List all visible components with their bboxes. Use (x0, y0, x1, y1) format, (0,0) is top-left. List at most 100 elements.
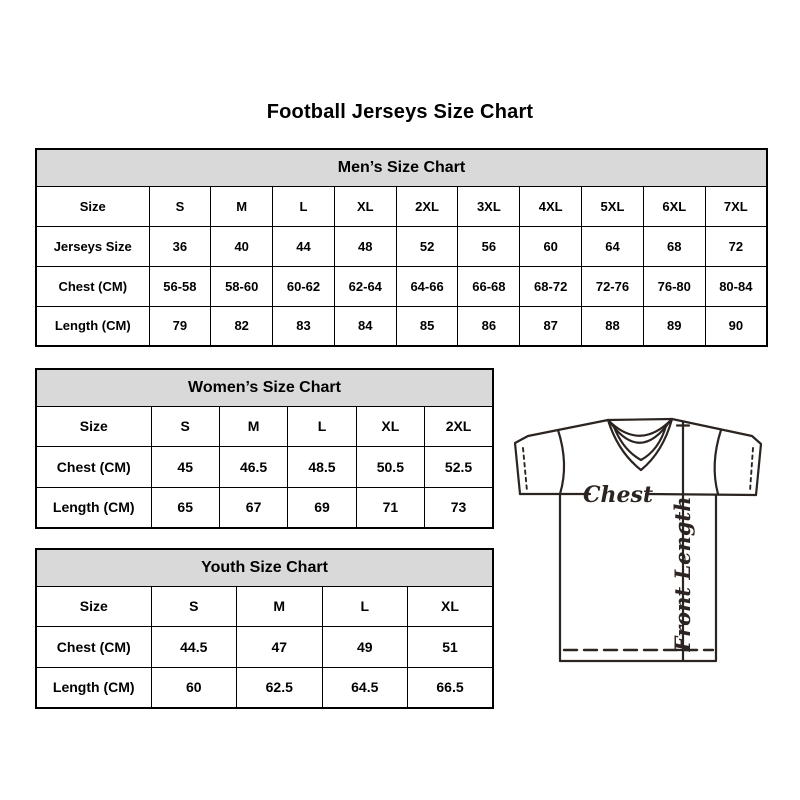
size-value-cell: 88 (581, 305, 644, 347)
row-label: Jerseys Size (35, 225, 150, 267)
size-value-cell: 52 (395, 225, 459, 267)
size-value-cell: 51 (407, 626, 494, 668)
row-label: Size (35, 585, 152, 627)
measurement-row: Chest (CM) 45 46.5 48.5 50.5 52.5 (35, 446, 494, 488)
size-value-cell: 62-64 (333, 265, 397, 307)
page-title: Football Jerseys Size Chart (266, 101, 534, 123)
size-value-cell: 50.5 (355, 446, 426, 488)
size-column-header: 7XL (704, 185, 768, 227)
size-value-cell: 85 (395, 305, 459, 347)
size-value-cell: 82 (210, 305, 274, 347)
youth-size-table: Youth Size Chart Size S M L XL Chest (CM) 44.5… (35, 548, 494, 709)
size-column-header: L (321, 585, 408, 627)
size-column-header: 2XL (395, 185, 459, 227)
size-column-header: M (218, 405, 289, 447)
size-value-cell: 68 (642, 225, 706, 267)
row-label: Length (CM) (35, 666, 152, 708)
size-value-cell: 64.5 (321, 666, 408, 708)
size-value-cell: 44 (272, 225, 335, 267)
size-header-row: Size S M L XL 2XL (35, 405, 494, 447)
vneck-outer-line (606, 417, 674, 472)
table-title-row: Youth Size Chart (35, 548, 494, 587)
size-value-cell: 67 (218, 486, 289, 528)
size-value-cell: 62.5 (236, 666, 323, 708)
mens-size-table: Men’s Size Chart Size S M L XL 2XL 3XL 4XL 5XL 6X… (35, 148, 768, 347)
right-sleeve-seam (713, 428, 723, 496)
left-cuff-dashed-line (522, 447, 528, 492)
size-value-cell: 69 (287, 486, 357, 528)
size-value-cell: 89 (642, 305, 706, 347)
youth-table-head: Youth Size Chart (35, 548, 494, 587)
right-cuff-dashed-line (749, 447, 754, 492)
measurement-row: Length (CM) 79 82 83 84 85 86 87 88 89 90 (35, 305, 768, 347)
measurement-row: Chest (CM) 44.5 47 49 51 (35, 626, 494, 668)
size-column-header: S (150, 585, 237, 627)
size-value-cell: 86 (457, 305, 521, 347)
size-column-header: XL (355, 405, 426, 447)
size-value-cell: 45 (150, 446, 220, 488)
size-value-cell: 65 (150, 486, 220, 528)
size-column-header: 5XL (581, 185, 644, 227)
front-length-label: Front Length (670, 497, 695, 653)
womens-table-title: Women’s Size Chart (35, 368, 494, 407)
size-value-cell: 48 (333, 225, 397, 267)
row-label: Length (CM) (35, 486, 152, 528)
table-title-row: Men’s Size Chart (35, 148, 768, 187)
chest-label: Chest (583, 482, 653, 508)
size-value-cell: 48.5 (287, 446, 357, 488)
womens-table-body: Size S M L XL 2XL Chest (CM) 45 46.5 48.5 50.5 52.5… (35, 405, 494, 528)
mens-table-body: Size S M L XL 2XL 3XL 4XL 5XL 6XL 7XL Jerseys Size 3… (35, 185, 768, 347)
size-value-cell: 44.5 (150, 626, 237, 668)
table-title-row: Women’s Size Chart (35, 368, 494, 407)
size-value-cell: 56-58 (148, 265, 212, 307)
row-label: Length (CM) (35, 305, 150, 347)
size-value-cell: 80-84 (704, 265, 768, 307)
size-header-row: Size S M L XL (35, 585, 494, 627)
size-column-header: XL (333, 185, 397, 227)
size-value-cell: 47 (236, 626, 323, 668)
collar-top-edge (606, 417, 674, 422)
size-column-header: S (148, 185, 212, 227)
youth-table-title: Youth Size Chart (35, 548, 494, 587)
row-label: Chest (CM) (35, 626, 152, 668)
size-value-cell: 64 (581, 225, 644, 267)
size-column-header: L (287, 405, 357, 447)
size-value-cell: 60-62 (272, 265, 335, 307)
size-value-cell: 60 (519, 225, 583, 267)
size-column-header: XL (407, 585, 494, 627)
size-value-cell: 76-80 (642, 265, 706, 307)
size-value-cell: 73 (424, 486, 494, 528)
chest-measure-line-right (644, 492, 758, 497)
measurement-row: Jerseys Size 36 40 44 48 52 56 60 64 68 72 (35, 225, 768, 267)
size-header-row: Size S M L XL 2XL 3XL 4XL 5XL 6XL 7XL (35, 185, 768, 227)
size-value-cell: 58-60 (210, 265, 274, 307)
measurement-row: Length (CM) 60 62.5 64.5 66.5 (35, 666, 494, 708)
vneck-inner-line (612, 424, 668, 462)
mens-table-title: Men’s Size Chart (35, 148, 768, 187)
row-label: Size (35, 405, 152, 447)
size-value-cell: 66-68 (457, 265, 521, 307)
size-column-header: M (236, 585, 323, 627)
size-value-cell: 71 (355, 486, 426, 528)
measurement-row: Length (CM) 65 67 69 71 73 (35, 486, 494, 528)
row-label: Chest (CM) (35, 265, 150, 307)
size-value-cell: 52.5 (424, 446, 494, 488)
size-column-header: 6XL (642, 185, 706, 227)
size-column-header: 3XL (457, 185, 521, 227)
size-value-cell: 60 (150, 666, 237, 708)
row-label: Chest (CM) (35, 446, 152, 488)
size-value-cell: 68-72 (519, 265, 583, 307)
size-value-cell: 64-66 (395, 265, 459, 307)
size-column-header: 2XL (424, 405, 494, 447)
jersey-measurement-diagram: Chest Front Length (500, 402, 780, 672)
size-value-cell: 72 (704, 225, 768, 267)
size-value-cell: 79 (148, 305, 212, 347)
size-value-cell: 83 (272, 305, 335, 347)
mens-table-head: Men’s Size Chart (35, 148, 768, 187)
size-value-cell: 46.5 (218, 446, 289, 488)
row-label: Size (35, 185, 150, 227)
size-value-cell: 87 (519, 305, 583, 347)
size-value-cell: 84 (333, 305, 397, 347)
womens-table-head: Women’s Size Chart (35, 368, 494, 407)
